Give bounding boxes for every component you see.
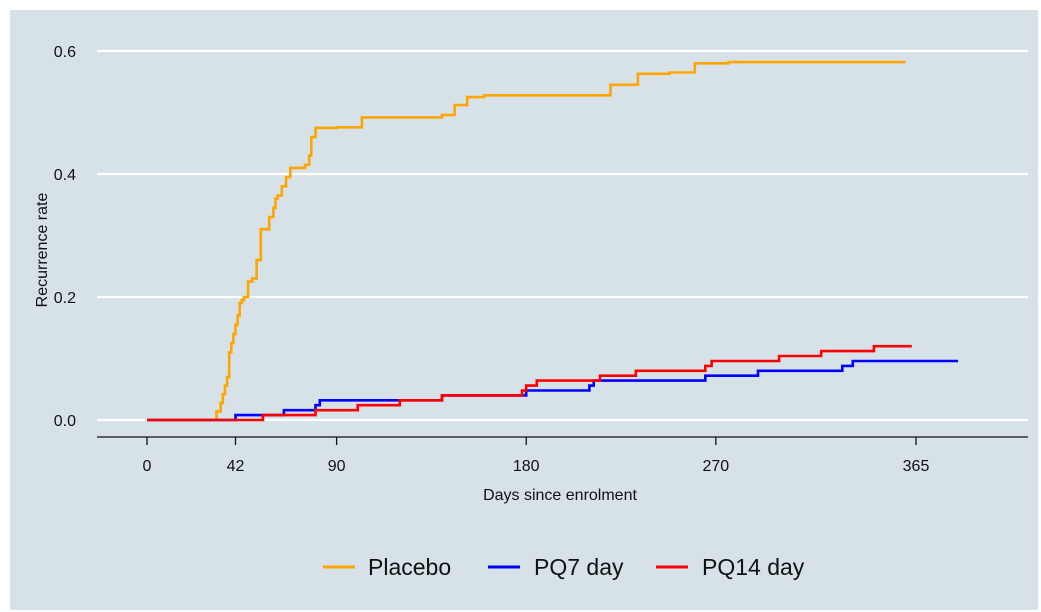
- series-curves: [147, 60, 959, 422]
- plot-background: [10, 10, 1038, 610]
- x-axis-title: Days since enrolment: [483, 487, 637, 504]
- legend: Placebo PQ7 day PQ14 day: [323, 554, 805, 580]
- legend-label: Placebo: [368, 554, 451, 580]
- y-tick-label: 0.0: [54, 413, 76, 430]
- x-axis-ticks: 0 42 90 180 270 365: [143, 437, 930, 475]
- x-tick-label: 42: [227, 458, 245, 475]
- y-tick-label: 0.6: [54, 44, 76, 61]
- x-tick-label: 365: [903, 458, 930, 475]
- gridlines: [97, 49, 1028, 422]
- series-line-placebo: [147, 60, 906, 422]
- legend-label: PQ7 day: [534, 554, 624, 580]
- y-axis-ticks: 0.0 0.2 0.4 0.6: [54, 44, 76, 430]
- x-tick-label: 180: [513, 458, 540, 475]
- y-tick-label: 0.4: [54, 167, 76, 184]
- legend-label: PQ14 day: [702, 554, 805, 580]
- series-line-pq7-day: [147, 359, 959, 422]
- y-axis-title: Recurrence rate: [34, 193, 51, 308]
- x-tick-label: 0: [143, 458, 152, 475]
- y-tick-label: 0.2: [54, 290, 76, 307]
- x-tick-label: 90: [328, 458, 346, 475]
- x-tick-label: 270: [702, 458, 729, 475]
- series-line-pq14-day: [147, 344, 912, 422]
